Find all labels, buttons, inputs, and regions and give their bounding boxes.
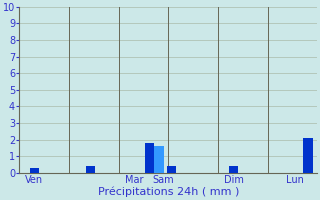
Text: Ven: Ven [25, 175, 44, 185]
Bar [145, 143, 154, 173]
Bar [229, 166, 238, 173]
Bar [303, 138, 313, 173]
Text: Dim: Dim [224, 175, 244, 185]
Bar [154, 146, 164, 173]
X-axis label: Précipitations 24h ( mm ): Précipitations 24h ( mm ) [98, 187, 239, 197]
Bar [167, 166, 176, 173]
Bar [86, 166, 95, 173]
Text: Mar: Mar [125, 175, 143, 185]
Bar [30, 168, 39, 173]
Text: Lun: Lun [286, 175, 304, 185]
Text: Sam: Sam [153, 175, 174, 185]
